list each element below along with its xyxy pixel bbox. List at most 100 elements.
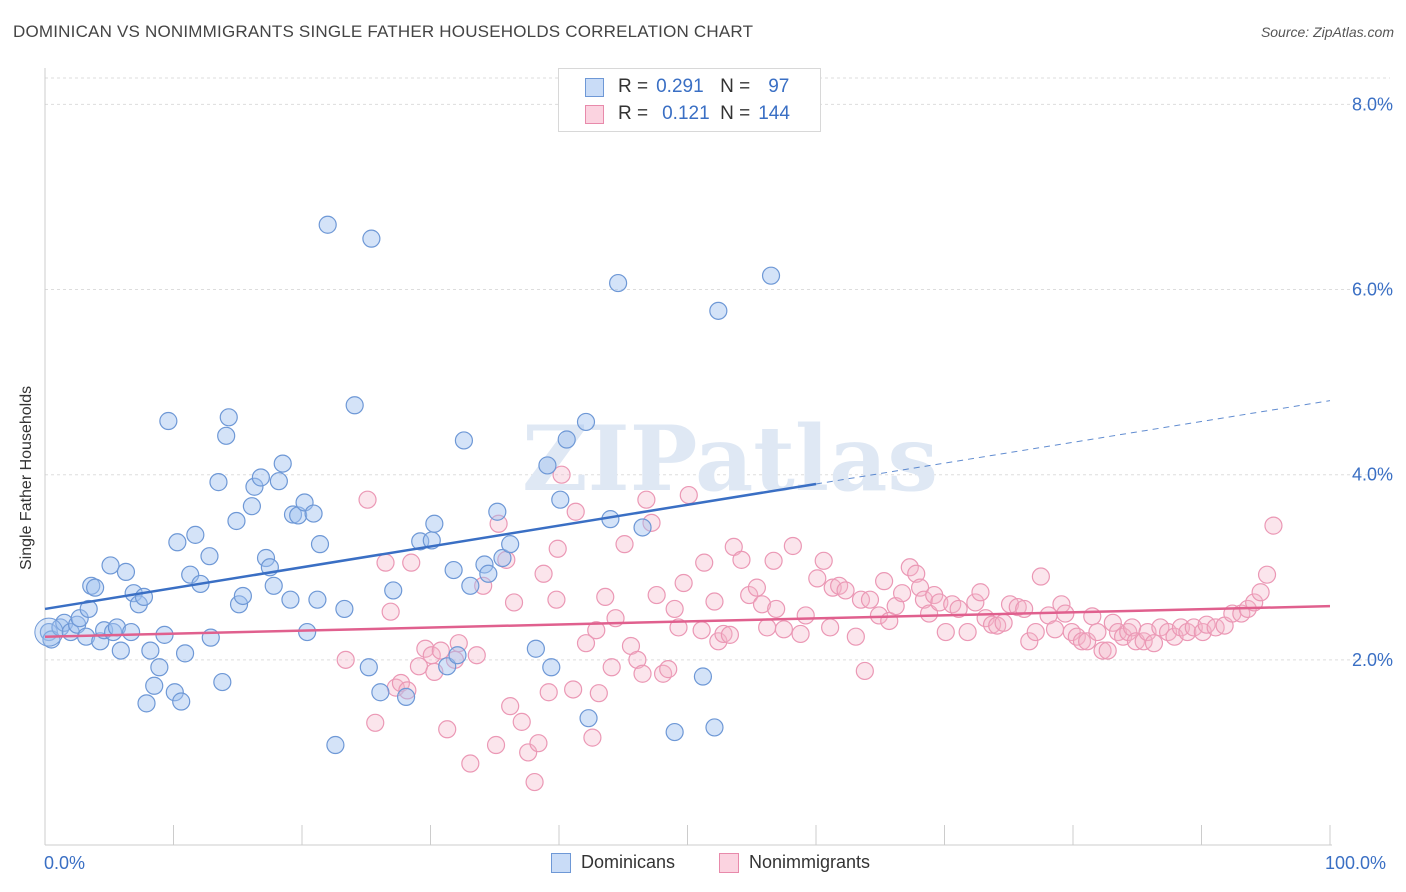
dominicans-point: [227, 511, 246, 531]
dominicans-point: [359, 658, 378, 677]
dominicans-point: [141, 641, 160, 660]
nonimmigrants-point: [642, 513, 661, 532]
dominicans-point: [219, 408, 238, 427]
legend-r-value: 0.291: [656, 76, 704, 97]
nonimmigrants-point: [381, 602, 400, 621]
dominicans-point: [461, 576, 480, 595]
dominicans-point: [665, 722, 684, 742]
nonimmigrants-point: [467, 646, 486, 665]
nonimmigrants-point: [764, 551, 783, 570]
nonimmigrants-point: [1257, 565, 1277, 584]
nonimmigrants-point: [431, 641, 450, 660]
dominicans-point: [384, 581, 403, 600]
dominicans-trend-line: [44, 482, 817, 611]
dominicans-point: [298, 622, 317, 642]
nonimmigrants-point: [869, 606, 889, 625]
legend-swatch-nonimmigrants: [585, 104, 604, 124]
dominicans-point: [172, 692, 191, 711]
nonimmigrants-point: [732, 550, 751, 569]
nonimmigrants-point: [633, 664, 652, 683]
dominicans-point: [283, 505, 303, 524]
nonimmigrants-point: [1015, 599, 1034, 619]
dominicans-point: [209, 473, 228, 492]
legend-row-dominicans: R = 0.291 N = 97: [585, 76, 789, 98]
nonimmigrants-point: [1083, 607, 1102, 626]
nonimmigrants-point: [1144, 634, 1164, 653]
dominicans-point: [493, 548, 512, 568]
nonimmigrants-point: [919, 604, 939, 623]
dominicans-point: [693, 667, 713, 686]
legend-label-dominicans: Dominicans: [581, 852, 676, 872]
dominicans-point: [159, 411, 178, 431]
nonimmigrants-point: [564, 680, 583, 699]
nonimmigrants-point: [552, 465, 571, 484]
nonimmigrants-point: [416, 639, 435, 658]
nonimmigrants-point: [1031, 567, 1050, 586]
nonimmigrants-point: [758, 618, 777, 637]
dominicans-point: [150, 658, 169, 677]
dominicans-point: [448, 646, 467, 665]
dominicans-point: [326, 735, 345, 755]
dominicans-point: [454, 431, 474, 450]
nonimmigrants-point: [774, 620, 793, 639]
dominicans-point: [181, 565, 200, 584]
y-tick-label: 2.0%: [1352, 650, 1393, 670]
legend-n-value: 97: [768, 76, 790, 97]
nonimmigrants-point: [501, 697, 520, 716]
dominicans-point: [111, 641, 130, 660]
nonimmigrants-point: [589, 684, 608, 703]
legend-label-nonimmigrants: Nonimmigrants: [749, 852, 871, 872]
nonimmigrants-trend-line: [44, 604, 1331, 638]
dominicans-point: [213, 672, 232, 692]
dominicans-point: [200, 547, 219, 566]
dominicans-point: [709, 301, 728, 320]
y-tick-label: 6.0%: [1352, 280, 1393, 300]
dominicans-point: [145, 676, 164, 695]
nonimmigrants-point: [949, 599, 968, 619]
dominicans-point: [557, 430, 576, 449]
dominicans-point: [444, 560, 463, 580]
watermark: ZIPatlas: [522, 406, 938, 512]
nonimmigrants-point: [402, 553, 421, 572]
legend-n-label: N =: [720, 76, 751, 97]
dominicans-point: [116, 562, 136, 582]
nonimmigrants-point: [791, 624, 810, 644]
nonimmigrants-point: [529, 734, 548, 753]
nonimmigrants-point: [860, 590, 880, 609]
nonimmigrants-point: [747, 578, 766, 597]
x-tick-label-min: 0.0%: [44, 853, 86, 873]
nonimmigrants-point: [767, 599, 786, 619]
dominicans-point: [501, 535, 520, 554]
dominicans-point: [345, 396, 364, 415]
nonimmigrants-point: [438, 720, 457, 739]
dominicans-point: [217, 426, 236, 445]
nonimmigrants-point: [674, 573, 693, 593]
chart-title: DOMINICAN VS NONIMMIGRANTS SINGLE FATHER…: [13, 22, 754, 41]
dominicans-point: [308, 590, 327, 609]
nonimmigrants-point: [900, 558, 919, 577]
source-label: Source: ZipAtlas.com: [1260, 24, 1394, 40]
dominicans-point: [121, 622, 141, 642]
dominicans-point: [34, 617, 64, 647]
nonimmigrants-point: [336, 650, 355, 669]
dominicans-point: [233, 586, 252, 606]
nonimmigrants-point: [692, 621, 711, 640]
nonimmigrants-point: [486, 735, 506, 755]
dominicans-point: [310, 535, 330, 554]
nonimmigrants-point: [391, 673, 411, 693]
dominicans-point: [256, 548, 276, 568]
nonimmigrants-point: [504, 593, 524, 612]
nonimmigrants-point: [628, 650, 647, 669]
dominicans-point: [576, 412, 596, 432]
nonimmigrants-point: [1088, 622, 1107, 642]
nonimmigrants-point: [796, 606, 815, 625]
nonimmigrants-point: [1026, 622, 1045, 642]
dominicans-point: [479, 564, 498, 583]
dominicans-point: [318, 215, 337, 234]
dominicans-point: [371, 683, 390, 702]
nonimmigrants-point: [637, 490, 656, 509]
dominicans-point: [168, 533, 187, 552]
dominicans-point: [137, 694, 156, 713]
x-tick-label-max: 100.0%: [1325, 853, 1387, 873]
nonimmigrants-point: [714, 624, 733, 644]
